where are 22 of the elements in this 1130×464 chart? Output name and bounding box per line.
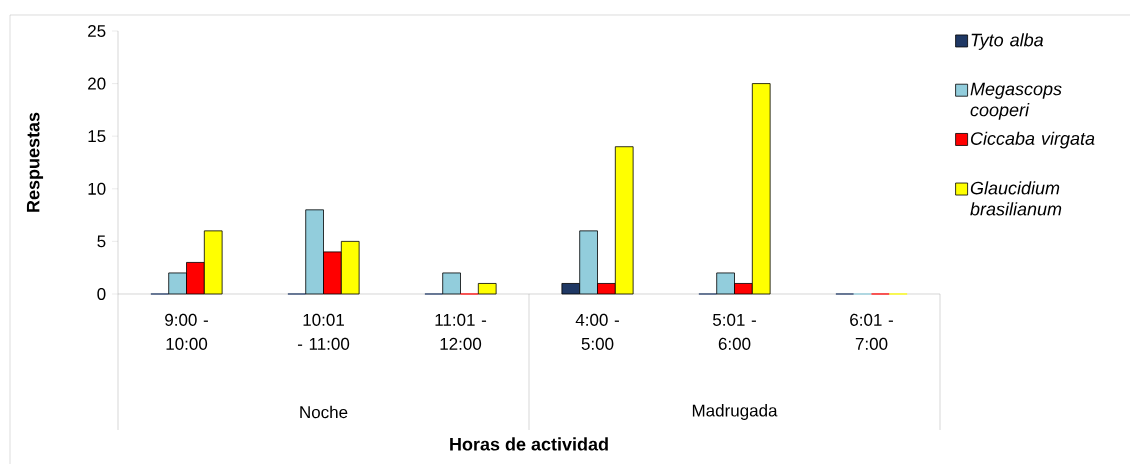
x-tick-label: 11:01 - 12:00 — [435, 313, 487, 350]
y-tick-label: 5 — [97, 235, 106, 248]
x-tick-label: 4:00 - 5:00 — [575, 313, 619, 350]
y-tick-label: 15 — [88, 130, 106, 143]
bar — [442, 272, 461, 295]
legend-label: Ciccaba virgata — [970, 131, 1095, 149]
y-tick-label: 25 — [88, 24, 106, 38]
legend-label: Megascops cooperi — [970, 82, 1062, 120]
text: Noche — [300, 405, 348, 419]
x-tick-label: 10:01 - 11:00 — [297, 313, 350, 350]
legend-label: Glaucidium brasilianum — [970, 181, 1062, 216]
bar — [477, 283, 497, 295]
x-tick-label: 9:00 - 10:00 — [165, 313, 208, 350]
y-tick-label: 20 — [88, 77, 106, 90]
x-tick-label: 5:01 - 6:00 — [712, 313, 756, 350]
text: Madrugada — [692, 404, 778, 420]
legend-label: Tyto alba — [971, 33, 1044, 50]
y-axis-title: Respuestas — [26, 112, 44, 212]
x-tick-label: 6:01 - 7:00 — [850, 313, 893, 350]
y-tick-label: 10 — [88, 182, 106, 195]
x-axis-title: Horas de actividad — [450, 437, 608, 451]
y-tick-label: 0 — [97, 287, 106, 301]
